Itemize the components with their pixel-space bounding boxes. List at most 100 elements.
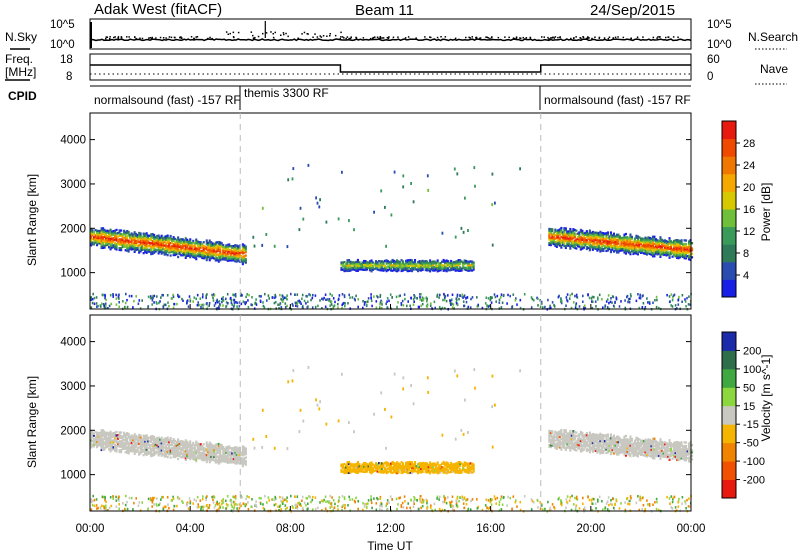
power-cell <box>624 240 627 243</box>
velocity-cell <box>579 441 582 444</box>
power-clutter <box>295 301 298 304</box>
power-cell <box>159 240 162 243</box>
velocity-cell <box>418 465 421 468</box>
power-cell <box>166 245 169 248</box>
power-cell <box>124 238 127 241</box>
power-cell <box>126 240 129 243</box>
power-cell <box>111 242 114 246</box>
power-cell <box>108 235 111 238</box>
power-cell <box>561 241 564 245</box>
power-cell <box>683 248 686 251</box>
power-cell <box>166 254 169 257</box>
power-clutter <box>147 295 150 299</box>
power-cell <box>554 233 557 237</box>
power-cell <box>169 245 172 248</box>
ytick-label: 4000 <box>60 135 86 147</box>
power-cell <box>552 237 555 240</box>
power-cell <box>641 248 644 251</box>
power-cell <box>594 242 597 245</box>
power-clutter <box>605 300 608 303</box>
power-clutter <box>519 306 522 310</box>
power-cell <box>109 233 112 237</box>
velocity-cell <box>157 452 160 455</box>
velocity-cell <box>450 461 453 465</box>
velocity-cell <box>463 470 466 473</box>
power-cell <box>569 236 572 240</box>
power-cell <box>130 235 133 239</box>
power-clutter <box>309 293 312 297</box>
power-cell <box>566 241 569 244</box>
velocity-cell <box>124 433 127 436</box>
power-cell <box>105 233 108 236</box>
power-cell <box>100 230 103 234</box>
power-cell <box>582 235 585 239</box>
power-cell <box>648 240 651 243</box>
velocity-cell <box>177 457 180 461</box>
velocity-cell <box>438 469 441 472</box>
velocity-cell <box>196 456 199 459</box>
velocity-cell <box>181 443 184 447</box>
power-cell <box>677 249 680 253</box>
power-cell <box>226 243 229 246</box>
power-cell <box>201 244 204 247</box>
power-clutter <box>292 304 294 307</box>
power-cell <box>204 254 207 257</box>
power-cell <box>448 262 451 265</box>
power-cell <box>115 232 118 235</box>
power-cell <box>217 255 220 258</box>
power-cell <box>118 247 121 250</box>
velocity-cell <box>229 447 232 450</box>
velocity-cell <box>114 445 117 449</box>
power-cell <box>638 239 641 243</box>
power-cell <box>642 248 645 251</box>
power-cell <box>373 264 376 267</box>
power-cell <box>372 266 375 269</box>
power-cell <box>153 248 156 251</box>
power-cell <box>102 232 105 235</box>
power-clutter <box>379 306 381 309</box>
power-cell <box>600 245 603 249</box>
velocity-cell <box>217 446 220 449</box>
velocity-cell <box>120 440 123 443</box>
velocity-cell <box>379 464 382 467</box>
power-cell <box>171 241 174 244</box>
power-clutter <box>379 301 382 304</box>
power-cell <box>567 232 570 235</box>
sky-point <box>270 31 272 33</box>
power-cell <box>165 251 168 254</box>
power-cell <box>96 233 99 236</box>
velocity-cell <box>353 470 356 473</box>
power-cell <box>563 241 566 244</box>
velocity-cell <box>207 450 210 454</box>
power-clutter <box>531 297 534 301</box>
velocity-cell <box>240 460 243 463</box>
power-cell <box>91 243 94 246</box>
power-cell <box>629 245 632 249</box>
power-cell <box>591 248 594 251</box>
power-clutter <box>93 302 96 306</box>
power-cell <box>142 236 145 239</box>
power-clutter <box>422 299 425 302</box>
power-cell <box>211 254 214 258</box>
power-cell <box>549 238 552 241</box>
power-cell <box>341 261 344 264</box>
power-cell <box>147 241 150 244</box>
power-cell <box>573 236 576 239</box>
power-cell <box>608 235 611 238</box>
velocity-cell <box>436 470 439 473</box>
power-cell <box>118 231 121 234</box>
velocity-cell <box>459 469 462 473</box>
power-cell <box>96 229 99 232</box>
velocity-cell <box>174 452 177 455</box>
velocity-cell <box>352 463 355 466</box>
velocity-cell <box>145 443 148 446</box>
velocity-cell <box>235 458 238 462</box>
power-cell <box>150 236 153 240</box>
velocity-cell <box>243 451 246 454</box>
velocity-cell <box>201 451 204 454</box>
velocity-cell <box>378 465 381 468</box>
velocity-cell <box>566 441 569 444</box>
velocity-cell <box>429 466 432 469</box>
power-cell <box>139 250 142 253</box>
power-cell <box>411 259 414 262</box>
